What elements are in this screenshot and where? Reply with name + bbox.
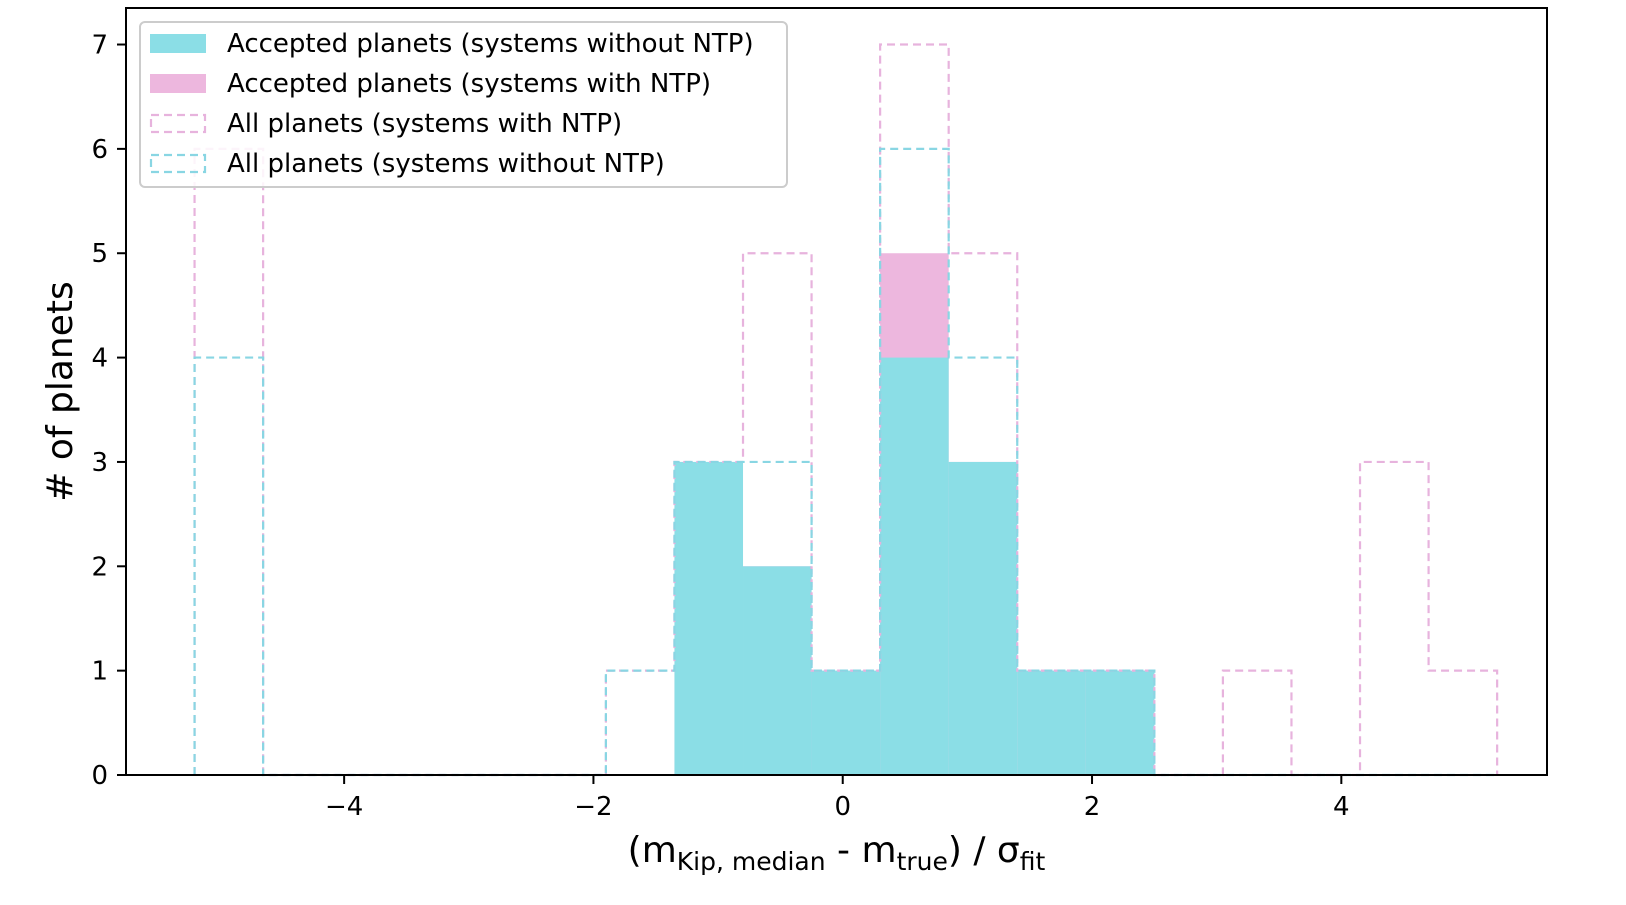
y-tick-label: 3 bbox=[91, 448, 108, 478]
histogram-bar bbox=[880, 357, 949, 775]
legend-label: Accepted planets (systems with NTP) bbox=[227, 69, 711, 99]
y-tick-label: 6 bbox=[91, 135, 108, 165]
x-tick-label: 4 bbox=[1333, 792, 1350, 822]
legend-item: All planets (systems without NTP) bbox=[149, 149, 665, 179]
legend-label: All planets (systems without NTP) bbox=[227, 149, 665, 179]
histogram-bar bbox=[1085, 670, 1155, 775]
y-axis-label: # of planets bbox=[40, 281, 81, 502]
legend-swatch bbox=[150, 34, 206, 53]
legend-swatch bbox=[149, 153, 207, 174]
legend-item: Accepted planets (systems with NTP) bbox=[150, 69, 711, 99]
x-tick-label: 2 bbox=[1084, 792, 1101, 822]
legend-item: Accepted planets (systems without NTP) bbox=[150, 29, 754, 59]
y-tick-label: 7 bbox=[91, 31, 108, 61]
plot-frame bbox=[125, 7, 1548, 776]
legend-box bbox=[139, 21, 788, 188]
legend-item: All planets (systems with NTP) bbox=[149, 109, 622, 139]
y-axis-ticks: 0 1 2 3 4 5 6 7 bbox=[91, 31, 126, 791]
y-tick-label: 2 bbox=[91, 552, 108, 582]
x-axis-label: (mKip, median - mtrue) / σfit bbox=[628, 830, 1046, 876]
legend-label: Accepted planets (systems without NTP) bbox=[227, 29, 754, 59]
x-tick-label: −4 bbox=[325, 792, 363, 822]
legend-label: All planets (systems with NTP) bbox=[227, 109, 622, 139]
series-layer bbox=[193, 43, 1499, 777]
x-tick-label: 0 bbox=[834, 792, 851, 822]
legend-swatch bbox=[150, 74, 206, 93]
legend: Accepted planets (systems without NTP) Ac… bbox=[139, 21, 788, 188]
y-tick-label: 4 bbox=[91, 344, 108, 374]
x-label-sub-fit: fit bbox=[1020, 847, 1046, 876]
histogram-bar bbox=[743, 566, 812, 775]
y-tick-label: 5 bbox=[91, 239, 108, 269]
histogram-bar bbox=[1017, 670, 1086, 775]
x-label-mid: - m bbox=[826, 830, 897, 871]
x-label-after: ) / σ bbox=[948, 830, 1020, 871]
y-tick-label: 1 bbox=[91, 657, 108, 687]
x-axis-ticks: −4 −2 0 2 4 bbox=[325, 775, 1350, 822]
histogram-bar bbox=[811, 670, 881, 775]
legend-swatch bbox=[149, 113, 207, 134]
histogram-bar bbox=[948, 461, 1018, 775]
x-tick-label: −2 bbox=[574, 792, 612, 822]
x-label-main: (m bbox=[628, 830, 677, 871]
y-tick-label: 0 bbox=[91, 761, 108, 791]
x-label-sub-kip: Kip, median bbox=[677, 847, 826, 876]
histogram-bar bbox=[674, 461, 744, 775]
x-label-sub-true: true bbox=[897, 847, 948, 876]
